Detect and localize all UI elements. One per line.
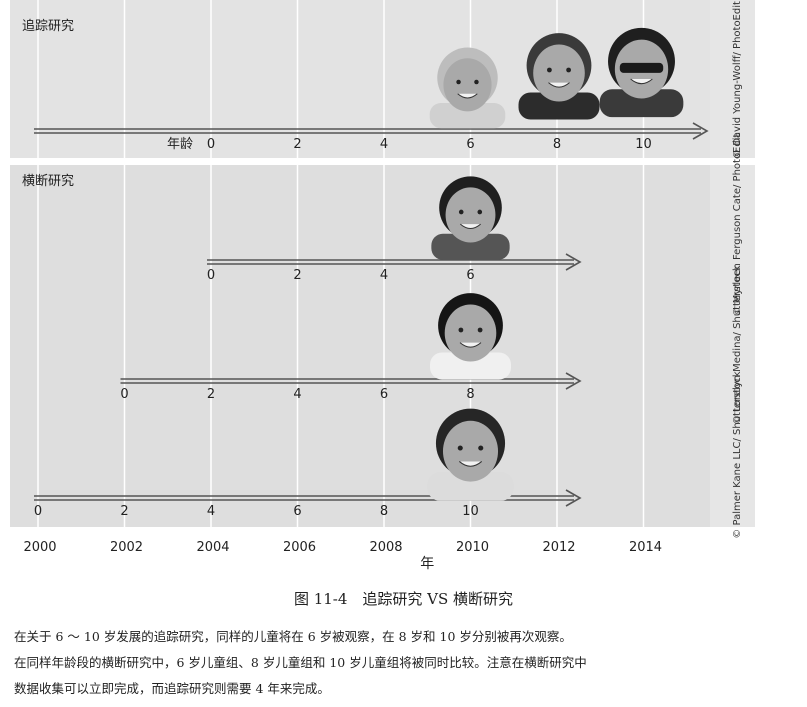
arrow-head [692, 122, 709, 140]
photo-credit: © Lorelyn Medina/ Shutterstock [732, 265, 743, 425]
eye [477, 327, 483, 333]
year-tick-label: 2006 [283, 540, 316, 555]
shirt [430, 352, 511, 380]
year-tick-label: 2012 [542, 540, 575, 555]
smile [457, 93, 478, 99]
caption-line: 在同样年龄段的横断研究中，6 岁儿童组、8 岁儿童组和 10 岁儿童组将被同时比… [14, 655, 587, 670]
cross-row-age-label: 2 [207, 387, 215, 402]
cross-row-age-label: 6 [293, 504, 301, 519]
cross-row-age-label: 0 [120, 387, 128, 402]
child-photo [427, 408, 514, 501]
longitudinal-age-label: 6 [466, 137, 474, 152]
shirt [518, 92, 600, 120]
child-photo [518, 33, 600, 120]
face [443, 58, 492, 112]
eye [458, 209, 464, 215]
photo-credit: © Myrleen Ferguson Cate/ PhotoEdit [732, 133, 743, 316]
arrow-head [565, 372, 582, 390]
year-tick-label: 2014 [629, 540, 662, 555]
cross-row-age-label: 8 [380, 504, 388, 519]
year-tick-label: 2010 [456, 540, 489, 555]
eye [477, 209, 483, 215]
figure-caption-body: 在关于 6 ～ 10 岁发展的追踪研究，同样的儿童将在 6 岁被观察，在 8 岁… [14, 624, 794, 702]
photo-credit: © David Young-Wolff/ PhotoEdit [732, 1, 743, 159]
longitudinal-age-label: 4 [380, 137, 388, 152]
cross-row-age-label: 6 [380, 387, 388, 402]
cross-row-age-label: 0 [207, 268, 215, 283]
cross-row-age-label: 4 [293, 387, 301, 402]
year-tick-label: 2000 [23, 540, 56, 555]
shirt [427, 472, 514, 501]
sunglasses [619, 62, 664, 73]
smile [548, 82, 570, 88]
child-photo [429, 47, 506, 129]
shirt [599, 89, 684, 118]
shirt [431, 233, 510, 260]
panel-divider [10, 158, 755, 165]
smile [459, 342, 482, 348]
eye [566, 67, 571, 73]
arrow-head [565, 253, 582, 271]
face [442, 420, 499, 482]
year-tick-label: 2004 [196, 540, 229, 555]
smile [458, 461, 483, 467]
face [533, 44, 585, 102]
longitudinal-age-label: 8 [553, 137, 561, 152]
longitudinal-panel [10, 0, 710, 158]
longitudinal-age-label: 2 [293, 137, 301, 152]
cross-sectional-panel [10, 165, 710, 527]
age-axis-title: 年龄 [167, 137, 193, 152]
child-photos [427, 27, 684, 501]
arrow-head [565, 489, 582, 507]
cross-row-age-label: 10 [462, 504, 479, 519]
diagram-labels: 2000 2002 2004 2006 2008 2010 2012 2014年追踪研究横断研… [22, 1, 743, 572]
child-photo [431, 176, 510, 260]
age-arrows [34, 122, 709, 507]
eye [474, 79, 479, 85]
smile [630, 78, 653, 85]
photo-credit: © Palmer Kane LLC/ Shutterstock [732, 371, 743, 539]
child-photo [430, 293, 511, 380]
longitudinal-age-label: 10 [635, 137, 652, 152]
cross-row-age-label: 2 [120, 504, 128, 519]
cross-row-age-label: 0 [34, 504, 42, 519]
face [444, 304, 497, 362]
cross-row-age-label: 4 [380, 268, 388, 283]
cross-row-age-label: 4 [207, 504, 215, 519]
caption-line: 数据收集可以立即完成，而追踪研究则需要 4 年来完成。 [14, 681, 330, 696]
year-tick-label: 2002 [110, 540, 143, 555]
child-photo [599, 27, 684, 118]
eye [458, 327, 464, 333]
shirt [429, 103, 506, 129]
eye [547, 67, 552, 73]
eye [456, 79, 461, 85]
face [445, 187, 496, 243]
eye [457, 445, 463, 451]
cross-row-age-label: 2 [293, 268, 301, 283]
eye [478, 445, 484, 451]
cross-row-age-label: 8 [466, 387, 474, 402]
caption-line: 在关于 6 ～ 10 岁发展的追踪研究，同样的儿童将在 6 岁被观察，在 8 岁… [14, 629, 572, 644]
photo-credit-strip [710, 0, 755, 527]
longitudinal-age-label: 0 [207, 137, 215, 152]
cross-sectional-title: 横断研究 [22, 174, 74, 189]
cross-row-age-label: 6 [466, 268, 474, 283]
year-axis-title: 年 [420, 556, 434, 572]
longitudinal-title: 追踪研究 [22, 18, 74, 34]
figure-caption-title: 图 11-4 追踪研究 VS 横断研究 [293, 590, 514, 608]
smile [460, 223, 481, 230]
year-tick-label: 2008 [369, 540, 402, 555]
